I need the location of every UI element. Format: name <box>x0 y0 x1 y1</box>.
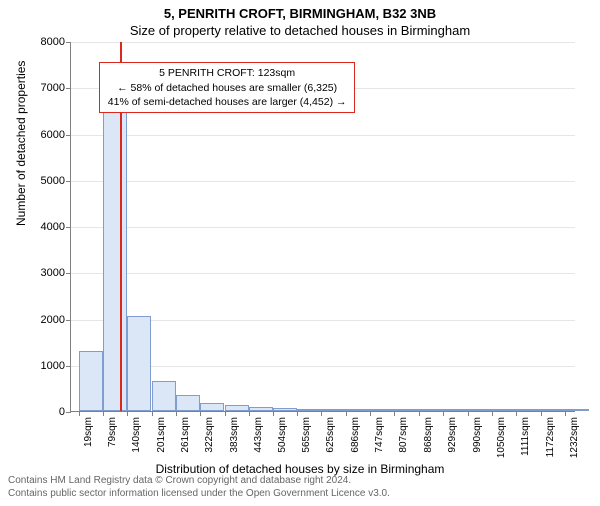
x-tick-label: 1232sqm <box>569 417 580 458</box>
y-tick-label: 1000 <box>41 360 65 372</box>
x-tick-label: 322sqm <box>204 417 215 453</box>
annotation-line: 41% of semi-detached houses are larger (… <box>108 95 347 109</box>
y-tick-label: 5000 <box>41 175 65 187</box>
x-tick-label: 19sqm <box>83 417 94 447</box>
y-tick-label: 3000 <box>41 267 65 279</box>
annotation-box: 5 PENRITH CROFT: 123sqm← 58% of detached… <box>99 62 356 113</box>
page-subtitle: Size of property relative to detached ho… <box>0 23 600 38</box>
histogram-bar <box>200 403 224 411</box>
y-tick-label: 0 <box>59 406 65 418</box>
histogram-bar <box>103 106 127 411</box>
histogram-bar <box>468 409 492 411</box>
x-tick-mark <box>394 411 395 416</box>
grid-line <box>71 227 575 228</box>
y-tick-label: 4000 <box>41 221 65 233</box>
histogram-bar <box>225 405 249 411</box>
y-tick-mark <box>66 42 71 43</box>
y-tick-label: 7000 <box>41 82 65 94</box>
histogram-bar <box>346 409 370 411</box>
histogram-bar <box>249 407 273 411</box>
x-tick-label: 565sqm <box>301 417 312 453</box>
y-axis-label: Number of detached properties <box>14 61 28 226</box>
x-tick-mark <box>346 411 347 416</box>
x-tick-mark <box>249 411 250 416</box>
x-tick-label: 1172sqm <box>545 417 556 457</box>
histogram-bar <box>297 409 321 411</box>
x-tick-mark <box>273 411 274 416</box>
x-tick-label: 625sqm <box>325 417 336 453</box>
x-tick-label: 1111sqm <box>520 417 531 456</box>
x-tick-mark <box>370 411 371 416</box>
histogram-bar <box>516 409 540 411</box>
x-tick-mark <box>103 411 104 416</box>
y-tick-label: 8000 <box>41 36 65 48</box>
histogram-bar <box>394 409 418 411</box>
plot-area: 01000200030004000500060007000800019sqm79… <box>70 42 575 412</box>
x-tick-mark <box>297 411 298 416</box>
x-tick-mark <box>443 411 444 416</box>
y-tick-label: 2000 <box>41 314 65 326</box>
grid-line <box>71 181 575 182</box>
y-tick-mark <box>66 181 71 182</box>
y-tick-mark <box>66 366 71 367</box>
annotation-line: ← 58% of detached houses are smaller (6,… <box>108 81 347 95</box>
x-tick-mark <box>321 411 322 416</box>
histogram-bar <box>79 351 103 411</box>
histogram-bar <box>443 409 467 411</box>
histogram-bar <box>492 409 516 411</box>
x-tick-label: 868sqm <box>423 417 434 453</box>
histogram-bar <box>127 316 151 411</box>
x-tick-mark <box>492 411 493 416</box>
histogram-bar <box>541 409 565 411</box>
x-tick-mark <box>127 411 128 416</box>
x-tick-label: 201sqm <box>156 417 167 453</box>
y-tick-mark <box>66 135 71 136</box>
footer-attribution: Contains HM Land Registry data © Crown c… <box>8 474 390 500</box>
x-tick-mark <box>176 411 177 416</box>
histogram-chart: 01000200030004000500060007000800019sqm79… <box>70 42 575 412</box>
x-tick-label: 807sqm <box>398 417 409 453</box>
x-tick-label: 79sqm <box>107 417 118 447</box>
histogram-bar <box>321 409 345 411</box>
x-tick-mark <box>516 411 517 416</box>
page-title: 5, PENRITH CROFT, BIRMINGHAM, B32 3NB <box>0 6 600 21</box>
y-tick-label: 6000 <box>41 129 65 141</box>
x-tick-mark <box>200 411 201 416</box>
x-tick-label: 504sqm <box>277 417 288 453</box>
histogram-bar <box>565 409 589 411</box>
x-tick-mark <box>79 411 80 416</box>
y-tick-mark <box>66 273 71 274</box>
x-tick-mark <box>565 411 566 416</box>
footer-line: Contains public sector information licen… <box>8 487 390 500</box>
x-tick-mark <box>541 411 542 416</box>
annotation-line: 5 PENRITH CROFT: 123sqm <box>108 66 347 80</box>
x-tick-label: 929sqm <box>447 417 458 453</box>
y-tick-mark <box>66 227 71 228</box>
x-tick-mark <box>152 411 153 416</box>
grid-line <box>71 42 575 43</box>
x-tick-mark <box>419 411 420 416</box>
x-tick-label: 747sqm <box>374 417 385 453</box>
y-tick-mark <box>66 320 71 321</box>
histogram-bar <box>176 395 200 411</box>
x-tick-mark <box>225 411 226 416</box>
histogram-bar <box>273 408 297 411</box>
histogram-bar <box>370 409 394 411</box>
grid-line <box>71 135 575 136</box>
footer-line: Contains HM Land Registry data © Crown c… <box>8 474 390 487</box>
y-tick-mark <box>66 412 71 413</box>
grid-line <box>71 273 575 274</box>
x-tick-label: 140sqm <box>131 417 142 453</box>
x-tick-label: 686sqm <box>350 417 361 453</box>
x-tick-mark <box>468 411 469 416</box>
x-tick-label: 443sqm <box>253 417 264 453</box>
y-tick-mark <box>66 88 71 89</box>
histogram-bar <box>152 381 176 411</box>
x-tick-label: 261sqm <box>180 417 191 453</box>
x-tick-label: 1050sqm <box>496 417 507 458</box>
x-tick-label: 990sqm <box>472 417 483 453</box>
x-tick-label: 383sqm <box>229 417 240 453</box>
histogram-bar <box>419 409 443 411</box>
